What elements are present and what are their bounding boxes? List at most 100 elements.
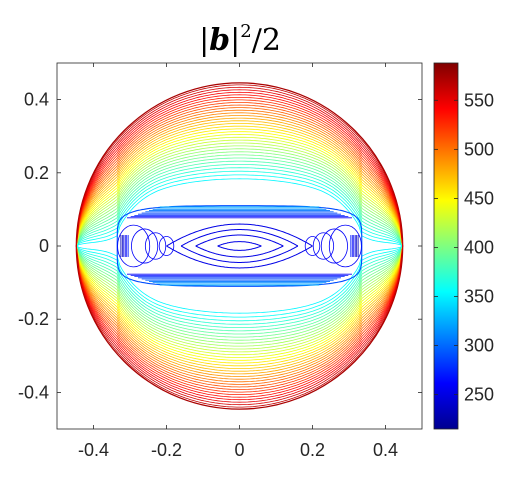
contour-line-lower [76, 245, 403, 314]
contour-line-lower [75, 245, 404, 328]
contour-line-upper [75, 131, 404, 247]
contour-line-lower [75, 245, 404, 403]
side-vortex [328, 224, 362, 268]
contour-line-upper [75, 115, 404, 247]
contour-line-lower [75, 245, 404, 401]
central-lens-bottom [195, 245, 284, 258]
contour-line-lower [75, 245, 404, 388]
colorbar-tick-label: 300 [464, 336, 494, 356]
contour-line-lower [75, 245, 404, 364]
central-lens-bottom [180, 245, 299, 263]
colorbar-tick-label: 500 [464, 139, 494, 159]
side-vortex [131, 228, 159, 264]
y-tick-label: 0.2 [24, 163, 49, 183]
contour-line-lower [75, 245, 404, 335]
central-lens-bottom [166, 245, 313, 269]
contour-line-lower [75, 245, 404, 398]
contour-line-lower [75, 245, 404, 322]
contour-line-lower [75, 245, 404, 393]
x-tick-label: 0.4 [373, 440, 398, 460]
side-vortex [304, 236, 321, 256]
contour-line-upper [76, 174, 403, 247]
contour-line-lower [75, 245, 404, 395]
contour-lines [75, 82, 404, 410]
contour-line-upper [75, 89, 404, 247]
contour-line-lower [75, 245, 404, 353]
contour-line-upper [75, 151, 404, 247]
contour-line-lower [75, 245, 404, 350]
contour-line-upper [75, 133, 404, 247]
side-vortex [117, 224, 151, 268]
x-tick-label: -0.4 [78, 440, 109, 460]
contour-line-upper [76, 178, 403, 247]
contour-line-lower [75, 245, 404, 341]
colorbar-tick-label: 350 [464, 287, 494, 307]
contour-line-upper [75, 120, 404, 247]
contour-line-upper [75, 86, 404, 247]
contour-line-lower [75, 245, 404, 372]
contour-line-lower [75, 245, 404, 367]
x-axis-ticks: -0.4 -0.2 0 0.2 0.4 [78, 63, 398, 460]
contour-line-lower [75, 245, 404, 344]
contour-line-upper [75, 145, 404, 247]
contour-line-lower [75, 245, 404, 361]
contour-line-lower [75, 245, 404, 332]
y-axis-ticks: 0.4 0.2 0 -0.2 -0.4 [18, 90, 422, 402]
contour-line-upper [75, 94, 404, 247]
contour-line-lower [75, 245, 404, 385]
contour-line-upper [75, 142, 404, 247]
contour-line-upper [75, 154, 404, 247]
contour-line-lower [75, 245, 404, 369]
contour-line-upper [75, 107, 404, 247]
contour-line-upper [75, 167, 404, 247]
colorbar-tick-label: 400 [464, 237, 494, 257]
contour-line-lower [76, 245, 403, 318]
x-tick-label: 0 [234, 440, 244, 460]
contour-line-upper [75, 170, 404, 247]
x-tick-label: 0.2 [300, 440, 325, 460]
colorbar-tick-label: 250 [464, 385, 494, 405]
contour-line-lower [75, 245, 404, 375]
colorbar-tick-label: 550 [464, 90, 494, 110]
y-tick-label: 0 [39, 236, 49, 256]
central-lens-bottom [217, 245, 262, 251]
contour-line-upper [75, 164, 404, 247]
contour-line-lower [75, 245, 404, 408]
contour-line-upper [75, 136, 404, 247]
contour-line-lower [75, 245, 404, 356]
contour-line-upper [75, 148, 404, 247]
y-tick-label: 0.4 [24, 90, 49, 110]
central-lens-top [195, 234, 284, 247]
colorbar [433, 62, 459, 430]
central-lens-top [166, 223, 313, 247]
contour-line-lower [75, 245, 404, 325]
y-tick-label: -0.4 [18, 382, 49, 402]
contour-line-upper [75, 99, 404, 247]
side-vortex [312, 232, 335, 260]
contour-line-lower [75, 245, 404, 406]
central-lens-top [180, 229, 299, 247]
chart-title: |b|2/2 [199, 21, 281, 58]
contour-line-upper [75, 102, 404, 247]
contour-line-lower [75, 245, 404, 359]
contour-line-upper [75, 157, 404, 247]
contour-line-lower [75, 245, 404, 347]
contour-line-lower [75, 245, 404, 380]
colorbar-ticks: 250 300 350 400 450 500 550 [434, 90, 494, 405]
contour-line-upper [75, 128, 404, 247]
contour-line-upper [75, 84, 404, 247]
contour-line-lower [75, 245, 404, 338]
contour-line-lower [75, 245, 404, 390]
contour-line-upper [75, 123, 404, 247]
y-tick-label: -0.2 [18, 309, 49, 329]
contour-line-upper [75, 139, 404, 247]
side-vortex [144, 232, 167, 260]
contour-line-upper [75, 112, 404, 247]
contour-line-lower [75, 245, 404, 377]
contour-line-lower [75, 245, 404, 383]
contour-line-upper [75, 160, 404, 247]
contour-line-upper [75, 104, 404, 247]
colorbar-tick-label: 450 [464, 188, 494, 208]
x-tick-label: -0.2 [151, 440, 182, 460]
